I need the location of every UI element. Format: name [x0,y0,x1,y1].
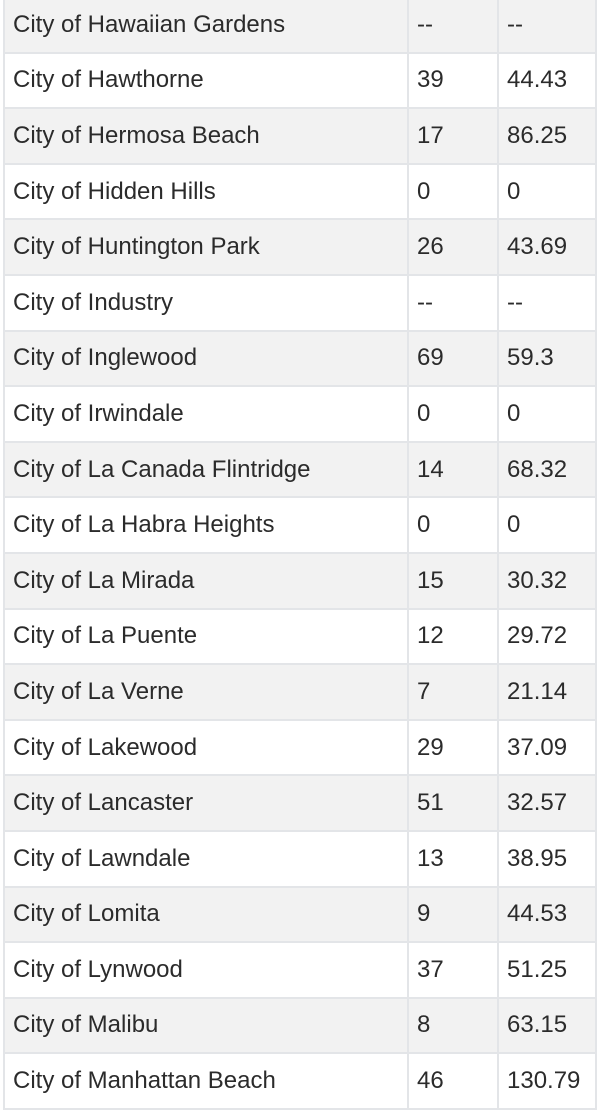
table-row: City of La Mirada 15 30.32 [3,551,597,610]
count-cell: 0 [407,385,499,443]
count-cell: 8 [407,996,499,1055]
rate-cell: 37.09 [497,718,597,777]
table-row: City of Hidden Hills 0 0 [3,162,597,221]
rate-cell: 44.43 [497,51,597,110]
city-name-cell: City of Hermosa Beach [3,107,409,165]
city-name-cell: City of La Canada Flintridge [3,440,409,499]
rate-cell: 32.57 [497,774,597,832]
count-cell: 51 [407,774,499,832]
table-row: City of La Canada Flintridge 14 68.32 [3,440,597,499]
rate-cell: 30.32 [497,551,597,610]
table-row: City of Lawndale 13 38.95 [3,829,597,888]
city-name-cell: City of Lawndale [3,829,409,888]
table-row: City of Lakewood 29 37.09 [3,718,597,777]
city-name-cell: City of Industry [3,273,409,332]
table-row: City of Hawthorne 39 44.43 [3,51,597,110]
rate-cell: 0 [497,385,597,443]
rate-cell: -- [497,273,597,332]
data-table-container: City of Hawaiian Gardens -- -- City of Hawt… [3,0,597,1110]
rate-cell: 51.25 [497,941,597,999]
table-row: City of Lynwood 37 51.25 [3,941,597,999]
city-name-cell: City of Hawthorne [3,51,409,110]
table-body: City of Hawaiian Gardens -- -- City of Hawt… [3,0,597,1110]
table-row: City of Lancaster 51 32.57 [3,774,597,832]
rate-cell: -- [497,0,597,54]
table-row: City of Manhattan Beach 46 130.79 [3,1052,597,1110]
city-name-cell: City of Irwindale [3,385,409,443]
count-cell: 69 [407,329,499,388]
table-row: City of La Verne 7 21.14 [3,663,597,721]
rate-cell: 0 [497,496,597,554]
table-row: City of Inglewood 69 59.3 [3,329,597,388]
rate-cell: 86.25 [497,107,597,165]
city-name-cell: City of La Puente [3,607,409,666]
count-cell: 9 [407,885,499,944]
city-name-cell: City of Huntington Park [3,218,409,276]
count-cell: 17 [407,107,499,165]
table-row: City of La Habra Heights 0 0 [3,496,597,554]
table-row: City of Irwindale 0 0 [3,385,597,443]
rate-cell: 0 [497,162,597,221]
city-name-cell: City of Lancaster [3,774,409,832]
count-cell: 7 [407,663,499,721]
table-row: City of Industry -- -- [3,273,597,332]
count-cell: 14 [407,440,499,499]
table-row: City of La Puente 12 29.72 [3,607,597,666]
count-cell: -- [407,0,499,54]
city-name-cell: City of La Mirada [3,551,409,610]
count-cell: 15 [407,551,499,610]
city-name-cell: City of Inglewood [3,329,409,388]
rate-cell: 63.15 [497,996,597,1055]
city-name-cell: City of Hawaiian Gardens [3,0,409,54]
rate-cell: 43.69 [497,218,597,276]
count-cell: 0 [407,162,499,221]
count-cell: 12 [407,607,499,666]
table-row: City of Malibu 8 63.15 [3,996,597,1055]
count-cell: 13 [407,829,499,888]
city-data-table: City of Hawaiian Gardens -- -- City of Hawt… [3,0,597,1110]
count-cell: 46 [407,1052,499,1110]
count-cell: 29 [407,718,499,777]
rate-cell: 44.53 [497,885,597,944]
rate-cell: 59.3 [497,329,597,388]
rate-cell: 21.14 [497,663,597,721]
rate-cell: 29.72 [497,607,597,666]
table-row: City of Hawaiian Gardens -- -- [3,0,597,54]
city-name-cell: City of Malibu [3,996,409,1055]
city-name-cell: City of La Habra Heights [3,496,409,554]
rate-cell: 38.95 [497,829,597,888]
city-name-cell: City of Lynwood [3,941,409,999]
city-name-cell: City of La Verne [3,663,409,721]
city-name-cell: City of Lakewood [3,718,409,777]
city-name-cell: City of Manhattan Beach [3,1052,409,1110]
city-name-cell: City of Hidden Hills [3,162,409,221]
rate-cell: 130.79 [497,1052,597,1110]
table-row: City of Lomita 9 44.53 [3,885,597,944]
city-name-cell: City of Lomita [3,885,409,944]
table-row: City of Hermosa Beach 17 86.25 [3,107,597,165]
count-cell: 37 [407,941,499,999]
rate-cell: 68.32 [497,440,597,499]
count-cell: 0 [407,496,499,554]
count-cell: -- [407,273,499,332]
count-cell: 39 [407,51,499,110]
table-row: City of Huntington Park 26 43.69 [3,218,597,276]
count-cell: 26 [407,218,499,276]
